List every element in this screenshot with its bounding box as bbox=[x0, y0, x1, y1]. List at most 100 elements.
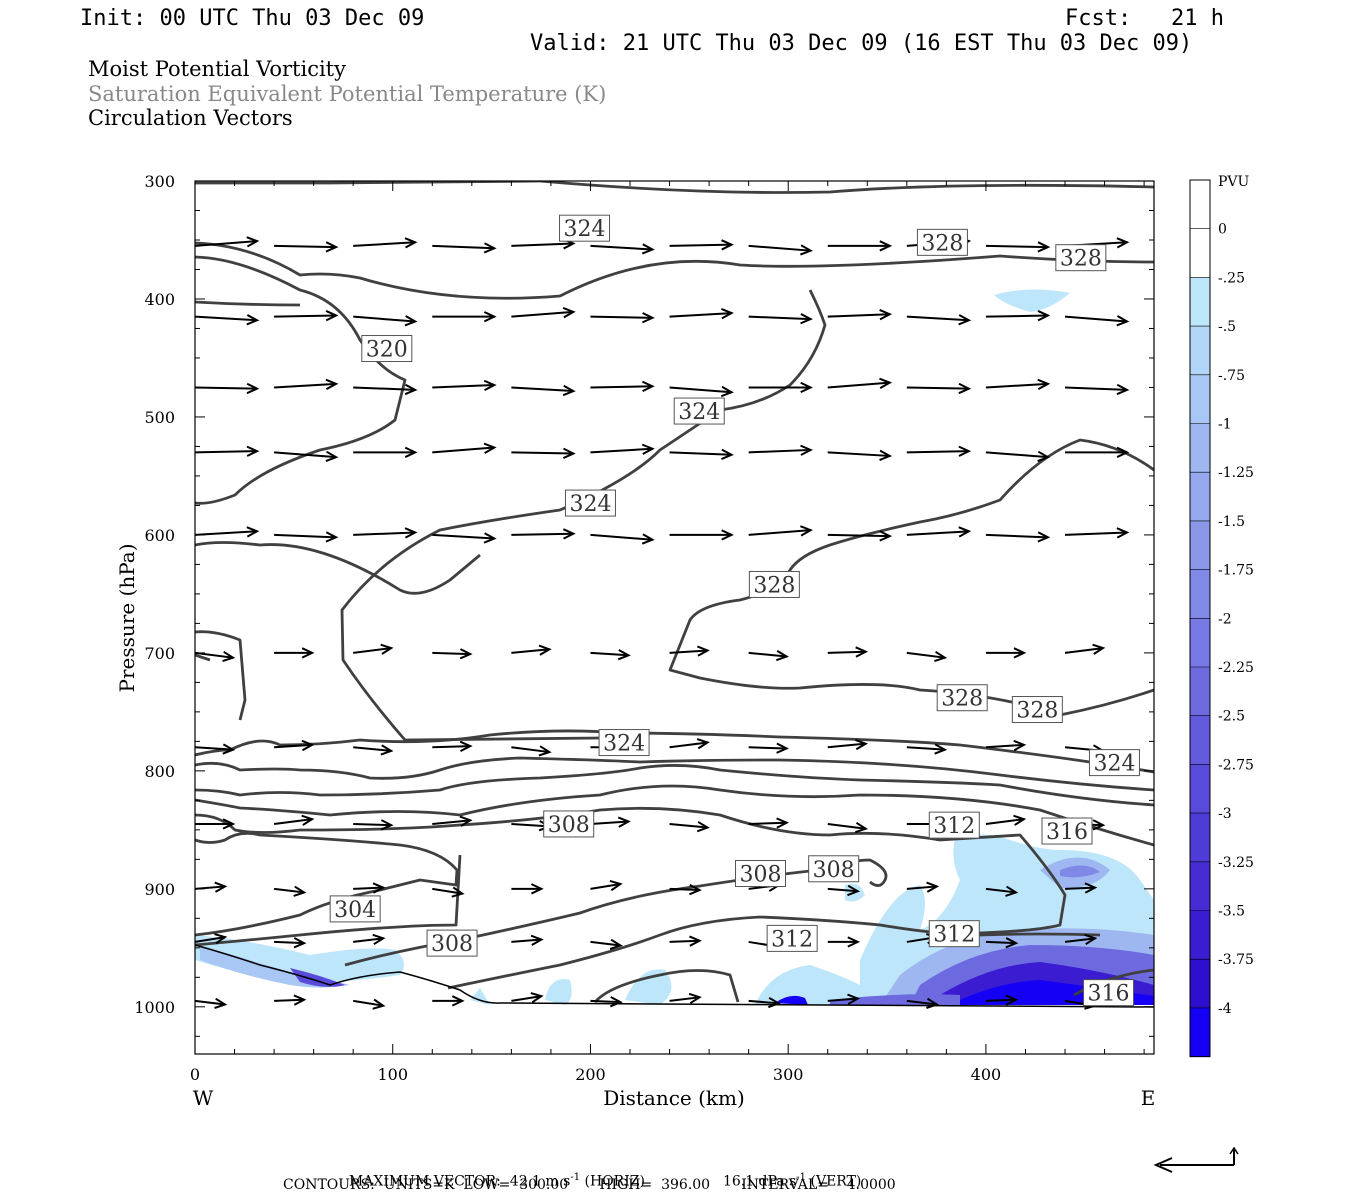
circulation-vector bbox=[590, 649, 631, 661]
svg-text:328: 328 bbox=[1016, 699, 1058, 724]
svg-text:308: 308 bbox=[548, 813, 590, 838]
circulation-vector bbox=[432, 442, 497, 454]
circulation-vector bbox=[353, 744, 394, 756]
circulation-vector bbox=[353, 237, 418, 249]
contour-info: CONTOURS: UNITS=K LOW= 300.00 HIGH= 396.… bbox=[283, 1177, 896, 1193]
circulation-vector bbox=[590, 996, 623, 1008]
theta-es-contour bbox=[593, 969, 740, 1003]
circulation-vector bbox=[827, 530, 893, 542]
circulation-vector bbox=[669, 738, 710, 750]
contour-label: 328 bbox=[1055, 244, 1107, 272]
circulation-vector bbox=[590, 533, 655, 545]
circulation-vector bbox=[432, 311, 497, 323]
circulation-vector bbox=[985, 450, 1051, 462]
circulation-vector bbox=[353, 315, 418, 327]
circulation-vector bbox=[590, 312, 655, 324]
circulation-vector bbox=[432, 815, 473, 827]
colorbar-swatch bbox=[1190, 326, 1210, 376]
valid-time: Valid: 21 UTC Thu 03 Dec 09 (16 EST Thu … bbox=[530, 31, 1193, 56]
y-tick-label: 1000 bbox=[134, 998, 175, 1017]
circulation-vector bbox=[432, 532, 497, 544]
colorbar-label: -.5 bbox=[1218, 319, 1236, 335]
contour-labels: 324 328 328 320 324 324 328 328 328 324 324 308 312 3… bbox=[329, 214, 1140, 1007]
circulation-vector bbox=[195, 743, 236, 755]
theta-es-contour bbox=[195, 764, 1154, 807]
circulation-vector bbox=[985, 531, 1051, 543]
colorbar-swatch bbox=[1190, 520, 1210, 571]
circulation-vector bbox=[985, 814, 1027, 826]
x-tick-label: 300 bbox=[773, 1065, 804, 1084]
colorbar-label: -3.75 bbox=[1218, 952, 1254, 968]
circulation-vector bbox=[748, 650, 789, 662]
circulation-vector bbox=[590, 938, 623, 950]
circulation-vectors bbox=[195, 236, 1130, 1010]
circulation-vector bbox=[669, 935, 702, 947]
circulation-vector bbox=[669, 308, 734, 320]
contour-label: 308 bbox=[808, 855, 860, 883]
east-label: E bbox=[1141, 1086, 1156, 1110]
mpv-region bbox=[755, 965, 860, 1005]
circulation-vector bbox=[195, 236, 260, 248]
circulation-vector bbox=[827, 884, 861, 897]
x-tick-label: 200 bbox=[575, 1065, 606, 1084]
y-axis-label: Pressure (hPa) bbox=[115, 544, 139, 693]
circulation-vector bbox=[985, 241, 1051, 253]
contour-label: 328 bbox=[748, 570, 800, 598]
circulation-vector bbox=[906, 314, 972, 326]
x-tick-label: 100 bbox=[377, 1065, 408, 1084]
circulation-vector bbox=[827, 309, 893, 321]
y-tick-label: 900 bbox=[144, 880, 175, 899]
theta-es-contour bbox=[195, 653, 211, 662]
circulation-vector bbox=[353, 643, 394, 655]
colorbar-label: -1.75 bbox=[1218, 563, 1254, 579]
circulation-vector bbox=[432, 995, 465, 1007]
theta-es-contour bbox=[195, 300, 301, 307]
theta-es-contour bbox=[340, 289, 827, 742]
circulation-vector bbox=[511, 447, 576, 459]
colorbar-label: -3 bbox=[1218, 806, 1232, 822]
mpv-region bbox=[625, 969, 672, 1005]
circulation-vector bbox=[195, 997, 228, 1009]
circulation-vector bbox=[274, 647, 315, 659]
circulation-vector bbox=[669, 529, 734, 541]
circulation-vector bbox=[748, 817, 789, 829]
svg-text:324: 324 bbox=[678, 400, 720, 425]
field-title-vectors: Circulation Vectors bbox=[88, 106, 293, 130]
svg-text:320: 320 bbox=[366, 338, 408, 363]
theta-es-contour bbox=[195, 756, 1154, 792]
circulation-vector bbox=[511, 644, 552, 656]
svg-text:312: 312 bbox=[771, 927, 813, 952]
circulation-vector bbox=[274, 378, 339, 390]
contour-label: 324 bbox=[673, 397, 725, 425]
circulation-vector bbox=[432, 242, 497, 254]
circulation-vector bbox=[273, 885, 307, 897]
colorbar-swatch bbox=[1190, 715, 1210, 765]
circulation-vector bbox=[511, 307, 576, 319]
mpv-region bbox=[775, 995, 808, 1005]
colorbar-swatch bbox=[1190, 764, 1210, 814]
circulation-vector bbox=[511, 528, 576, 540]
circulation-vector bbox=[590, 380, 655, 393]
circulation-vector bbox=[985, 885, 1019, 897]
circulation-vector bbox=[274, 450, 339, 462]
circulation-vector bbox=[985, 378, 1051, 390]
theta-es-contour bbox=[195, 181, 541, 185]
circulation-vector bbox=[906, 650, 948, 663]
circulation-vector bbox=[353, 383, 418, 396]
theta-es-contour bbox=[668, 438, 1154, 717]
circulation-vector bbox=[669, 385, 734, 398]
circulation-vector bbox=[985, 994, 1019, 1006]
theta-es-contour bbox=[195, 806, 1067, 937]
colorbar-label: -2 bbox=[1218, 611, 1232, 627]
theta-es-contour bbox=[447, 915, 1101, 990]
contour-label: 328 bbox=[916, 228, 968, 256]
svg-text:324: 324 bbox=[603, 732, 645, 757]
max-vector-line: MAXIMUM VECTOR: 42.1 m s-1 (HORIZ) 16.1 d… bbox=[348, 1172, 862, 1190]
colorbar-swatch bbox=[1190, 813, 1210, 863]
circulation-vector bbox=[511, 934, 544, 946]
colorbar-swatch bbox=[1190, 180, 1210, 230]
svg-text:328: 328 bbox=[941, 687, 983, 712]
colorbar-swatch bbox=[1190, 1007, 1210, 1058]
circulation-vector bbox=[669, 992, 702, 1005]
circulation-vector bbox=[273, 814, 315, 826]
